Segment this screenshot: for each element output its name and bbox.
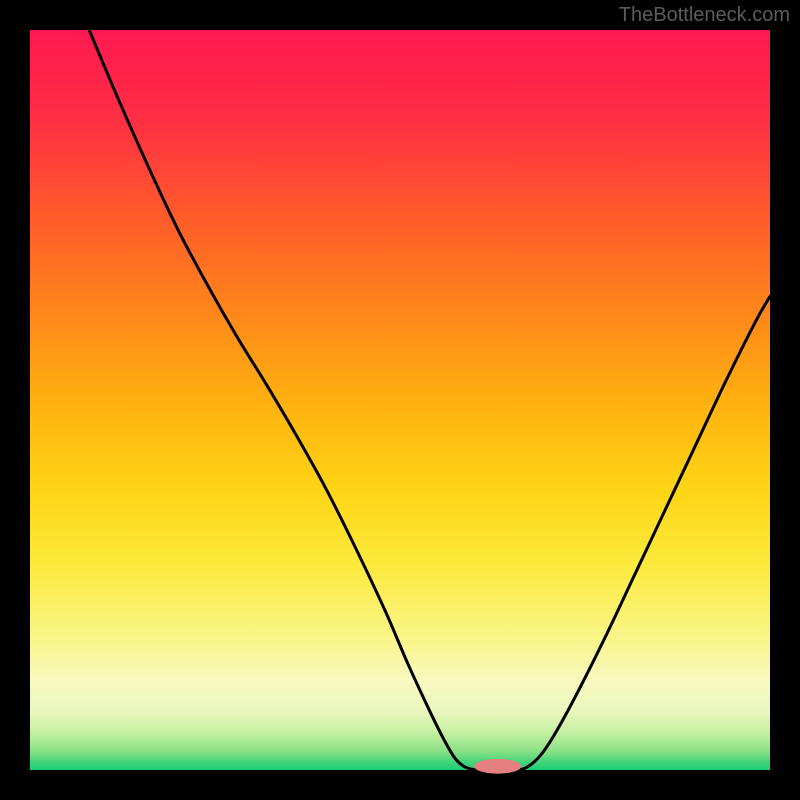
plot-background <box>30 30 770 770</box>
optimal-marker <box>474 759 521 774</box>
chart-container: TheBottleneck.com <box>0 0 800 800</box>
watermark-text: TheBottleneck.com <box>619 4 790 27</box>
bottleneck-curve-chart <box>0 0 800 800</box>
